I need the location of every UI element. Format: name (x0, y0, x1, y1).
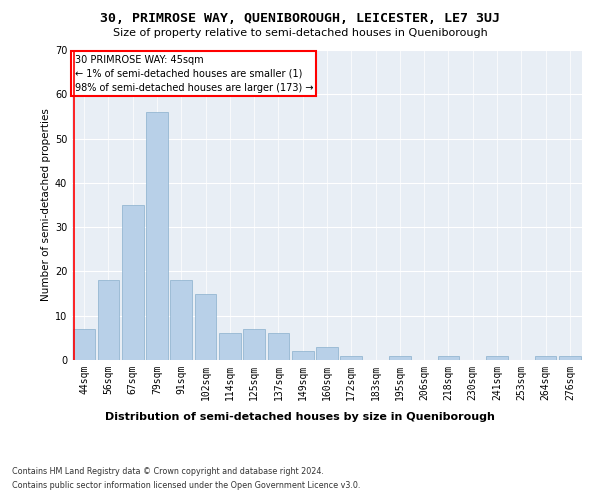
Bar (437, 356, 460, 360)
Bar (122, 205, 143, 360)
Bar (243, 329, 265, 360)
Bar (194, 294, 217, 360)
Bar (340, 356, 362, 360)
Y-axis label: Number of semi-detached properties: Number of semi-detached properties (41, 108, 50, 302)
Bar (219, 334, 241, 360)
Bar (97, 280, 119, 360)
Text: Size of property relative to semi-detached houses in Queniborough: Size of property relative to semi-detach… (113, 28, 487, 38)
Bar (389, 356, 411, 360)
Text: 30 PRIMROSE WAY: 45sqm
← 1% of semi-detached houses are smaller (1)
98% of semi-: 30 PRIMROSE WAY: 45sqm ← 1% of semi-deta… (74, 54, 313, 92)
Bar (170, 280, 192, 360)
Bar (559, 356, 581, 360)
Bar (146, 112, 168, 360)
Bar (535, 356, 556, 360)
Bar (73, 329, 95, 360)
Text: Contains HM Land Registry data © Crown copyright and database right 2024.: Contains HM Land Registry data © Crown c… (12, 468, 324, 476)
Bar (486, 356, 508, 360)
Text: Distribution of semi-detached houses by size in Queniborough: Distribution of semi-detached houses by … (105, 412, 495, 422)
Text: 30, PRIMROSE WAY, QUENIBOROUGH, LEICESTER, LE7 3UJ: 30, PRIMROSE WAY, QUENIBOROUGH, LEICESTE… (100, 12, 500, 24)
Bar (292, 351, 314, 360)
Bar (316, 346, 338, 360)
Bar (268, 334, 289, 360)
Text: Contains public sector information licensed under the Open Government Licence v3: Contains public sector information licen… (12, 481, 361, 490)
